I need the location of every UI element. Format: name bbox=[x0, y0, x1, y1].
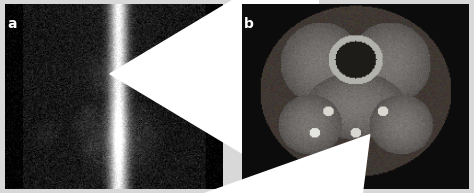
Text: b: b bbox=[244, 17, 254, 31]
Text: a: a bbox=[7, 17, 17, 31]
